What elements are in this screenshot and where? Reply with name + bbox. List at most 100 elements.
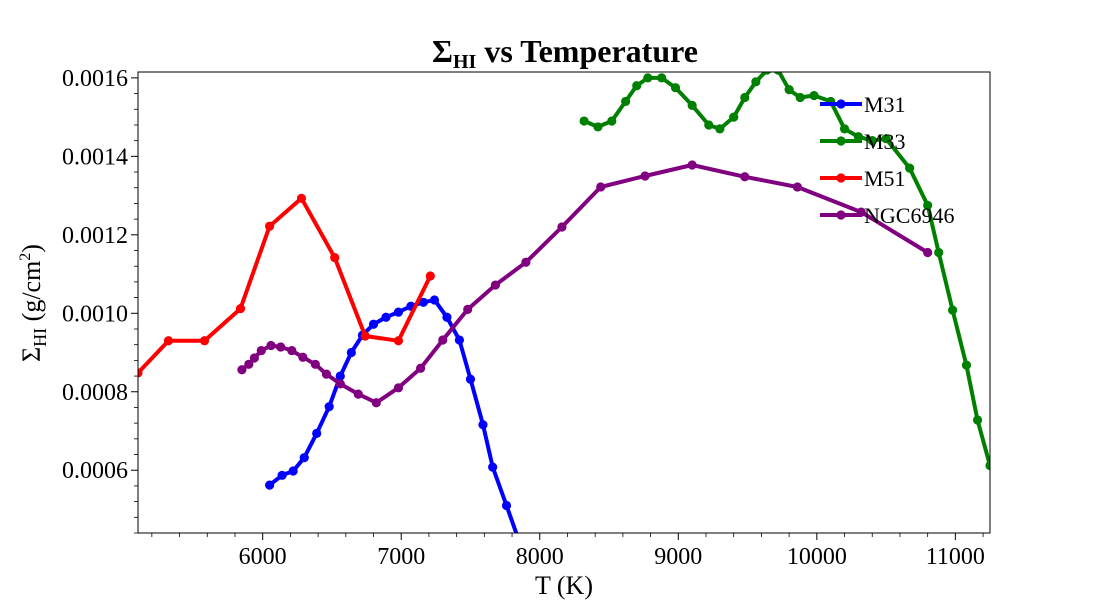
data-point	[235, 303, 246, 314]
y-axis-label: ΣHI (g/cm2)	[17, 244, 50, 362]
data-point	[762, 72, 772, 75]
y-axis-label-unit: (g/cm	[17, 261, 46, 328]
data-point	[287, 345, 297, 356]
data-point	[478, 420, 488, 430]
data-point	[438, 335, 448, 345]
x-tick-label: 10000	[787, 544, 847, 570]
x-tick-label: 11000	[926, 544, 985, 570]
data-point	[418, 297, 428, 307]
data-point	[138, 368, 143, 378]
data-point	[867, 136, 877, 146]
y-tick-label: 0.0006	[62, 458, 128, 484]
x-axis-label: T (K)	[535, 571, 593, 600]
data-point	[299, 453, 309, 463]
data-point	[657, 73, 667, 83]
x-tick-label: 9000	[654, 544, 702, 570]
data-point	[465, 374, 476, 384]
data-point	[488, 462, 498, 472]
data-point	[393, 336, 404, 346]
data-point	[266, 340, 276, 351]
y-axis-label-superscript: 2	[17, 253, 34, 261]
data-point	[335, 379, 345, 389]
plot-frame	[137, 71, 991, 534]
series-ngc6946	[237, 160, 933, 408]
series-m51	[138, 193, 435, 378]
data-point	[740, 172, 750, 182]
legend-item: M31	[820, 92, 906, 117]
data-point	[947, 305, 958, 315]
data-point	[784, 85, 794, 95]
chart-title-sigma: Σ	[432, 33, 453, 69]
legend-swatch-marker	[836, 99, 846, 109]
data-point	[985, 460, 990, 471]
data-point	[381, 312, 391, 322]
legend-label: NGC6946	[864, 203, 954, 228]
data-point	[687, 100, 697, 110]
y-axis-label-subscript: HI	[30, 328, 50, 347]
data-point	[839, 124, 850, 134]
legend-swatch-marker	[836, 173, 846, 183]
data-point	[335, 371, 345, 381]
data-point	[621, 96, 631, 107]
x-tick-label: 6000	[239, 544, 287, 570]
legend-label: M51	[864, 166, 906, 191]
data-point	[265, 480, 275, 490]
data-point	[923, 200, 933, 210]
data-point	[249, 353, 259, 363]
legend-item: M33	[820, 129, 906, 154]
data-point	[905, 163, 915, 173]
y-axis: 0.0006 0.0008 0.0010 0.0012 0.0014 0.0016	[62, 66, 138, 534]
data-point	[330, 252, 340, 263]
data-point	[429, 295, 440, 305]
chart-title-subscript: HI	[453, 51, 477, 73]
data-point	[393, 383, 404, 393]
data-point	[729, 112, 739, 122]
data-point	[265, 221, 275, 231]
data-point	[442, 312, 452, 322]
data-point	[972, 415, 983, 425]
data-point	[312, 428, 322, 438]
data-point	[773, 72, 783, 75]
y-tick-label: 0.0008	[62, 380, 128, 406]
data-point	[244, 359, 254, 369]
data-point	[371, 398, 381, 408]
data-point	[923, 247, 933, 258]
data-point	[463, 304, 473, 314]
data-point	[715, 124, 725, 134]
data-point	[324, 402, 334, 412]
data-point	[163, 336, 174, 346]
series-m31	[265, 295, 520, 533]
data-point	[557, 222, 567, 232]
data-point	[353, 389, 363, 399]
series-layer	[138, 72, 990, 533]
y-tick-label: 0.0010	[62, 301, 128, 327]
data-point	[596, 182, 606, 192]
legend-label: M33	[864, 129, 906, 154]
data-point	[501, 500, 512, 511]
x-tick-label: 8000	[516, 544, 564, 570]
data-point	[199, 336, 210, 346]
data-point	[521, 257, 531, 267]
data-point	[288, 466, 298, 476]
data-point	[360, 331, 370, 341]
data-point	[670, 83, 681, 93]
data-point	[368, 319, 379, 329]
data-point	[704, 120, 714, 130]
data-point	[751, 77, 761, 87]
data-point	[515, 532, 520, 533]
data-point	[881, 134, 891, 144]
data-point	[490, 280, 501, 290]
y-tick-label: 0.0012	[62, 223, 128, 249]
data-point	[795, 92, 805, 103]
data-point	[934, 247, 944, 258]
x-tick-label: 7000	[377, 544, 425, 570]
data-point	[296, 193, 307, 203]
chart-title: ΣHI vs Temperature	[432, 33, 698, 73]
y-axis-label-sigma: Σ	[17, 347, 46, 362]
data-point	[640, 171, 650, 181]
data-point	[792, 182, 803, 192]
data-point	[276, 342, 286, 352]
data-point	[298, 352, 308, 362]
data-point	[607, 116, 617, 126]
